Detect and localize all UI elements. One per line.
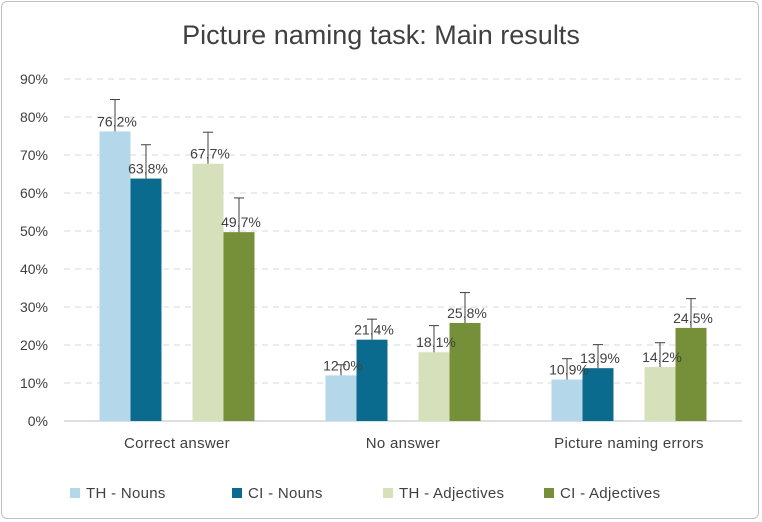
bar — [223, 232, 255, 421]
legend-label: TH - Nouns — [86, 485, 166, 502]
x-tick-label: Picture naming errors — [554, 435, 704, 452]
bars — [99, 131, 707, 422]
bar — [644, 367, 676, 421]
bar — [99, 131, 131, 421]
bar — [418, 352, 450, 421]
y-tick-label: 40% — [20, 261, 48, 277]
legend-label: CI - Nouns — [248, 485, 323, 502]
y-tick-label: 0% — [28, 413, 48, 429]
data-label: 21,4% — [354, 322, 394, 338]
y-tick-label: 70% — [20, 147, 48, 163]
bar — [582, 368, 614, 421]
y-tick-label: 60% — [20, 185, 48, 201]
data-label: 13,9% — [580, 350, 620, 366]
data-label: 12,0% — [323, 357, 363, 373]
data-label: 67,7% — [190, 146, 230, 162]
data-labels: 76,2% 63,8% 67,7% 49,7% 12,0% 21,4% 18,1% 25,8%… — [97, 113, 713, 377]
bar — [130, 178, 162, 421]
bar — [551, 379, 583, 421]
bar — [449, 322, 481, 421]
legend-label: CI - Adjectives — [560, 485, 660, 502]
bar — [325, 375, 357, 421]
legend: TH - Nouns CI - Nouns TH - Adjectives CI - … — [70, 485, 660, 502]
legend-swatch — [70, 488, 80, 498]
bar — [356, 339, 388, 421]
x-tick-label: No answer — [366, 435, 440, 452]
y-tick-label: 90% — [20, 71, 48, 87]
legend-label: TH - Adjectives — [399, 485, 504, 502]
gridlines — [64, 78, 742, 384]
y-tick-label: 50% — [20, 223, 48, 239]
bar — [192, 163, 224, 422]
data-label: 76,2% — [97, 113, 137, 129]
data-label: 25,8% — [447, 305, 487, 321]
data-label: 18,1% — [416, 334, 456, 350]
data-label: 49,7% — [221, 214, 261, 230]
data-label: 63,8% — [128, 161, 168, 177]
data-label: 24,5% — [673, 310, 713, 326]
y-tick-label: 30% — [20, 299, 48, 315]
y-tick-label: 20% — [20, 337, 48, 353]
y-tick-label: 80% — [20, 109, 48, 125]
chart-title: Picture naming task: Main results — [182, 20, 580, 50]
error-bars — [110, 99, 696, 380]
y-axis: 0% 10% 20% 30% 40% 50% 60% 70% 80% 90% — [20, 71, 742, 429]
x-axis: Correct answer No answer Picture naming er… — [124, 435, 704, 452]
x-tick-label: Correct answer — [124, 435, 230, 452]
data-label: 10,9% — [549, 362, 589, 378]
bar — [675, 327, 707, 421]
y-tick-label: 10% — [20, 375, 48, 391]
legend-swatch — [232, 488, 242, 498]
data-label: 14,2% — [642, 349, 682, 365]
legend-swatch — [383, 488, 393, 498]
legend-swatch — [544, 488, 554, 498]
